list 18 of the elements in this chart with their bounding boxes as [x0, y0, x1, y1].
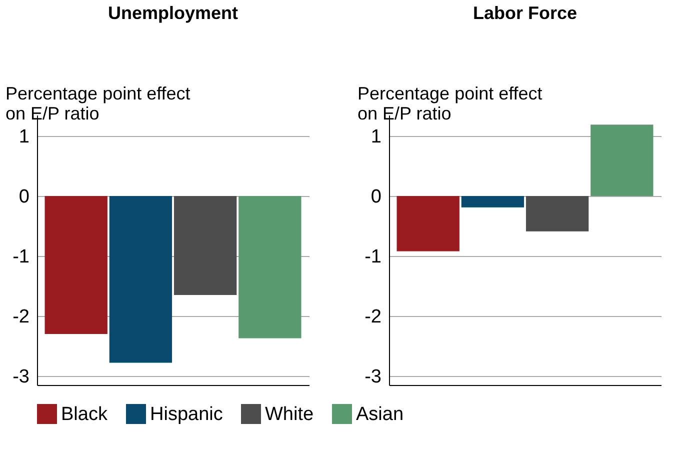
y-tick-label: -1	[364, 246, 382, 268]
y-tick-label: -2	[364, 306, 382, 328]
y-axis-title: Percentage point effect on E/P ratio	[358, 84, 542, 124]
y-axis-title: Percentage point effect on E/P ratio	[6, 84, 190, 124]
y-tick-label: -3	[364, 366, 382, 388]
y-tick-label: 0	[18, 186, 30, 208]
y-tick-label: -2	[12, 306, 30, 328]
chart-title: Unemployment	[108, 3, 238, 23]
y-tick-label: 1	[370, 126, 382, 148]
y-tick-label: -3	[12, 366, 30, 388]
legend-label: Black	[61, 404, 108, 425]
y-tick-label: 0	[370, 186, 382, 208]
y-tick-label: -1	[12, 246, 30, 268]
chart-title: Labor Force	[472, 3, 578, 23]
legend-label: White	[265, 404, 314, 425]
legend-label: Asian	[356, 404, 404, 425]
y-tick-label: 1	[18, 126, 30, 148]
legend-label: Hispanic	[150, 404, 223, 425]
